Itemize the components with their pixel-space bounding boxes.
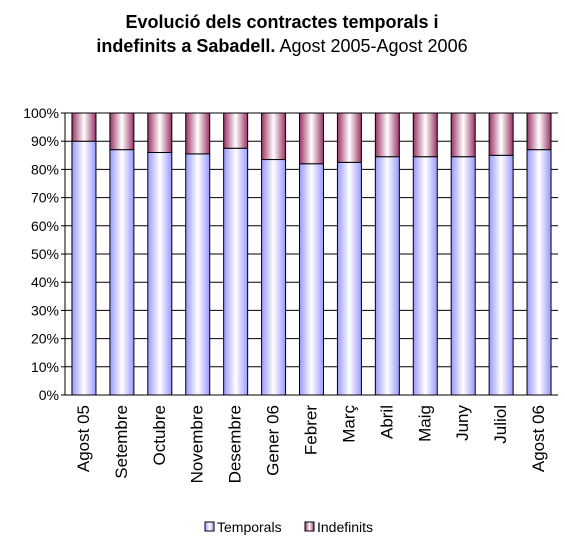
chart-title: Evolució dels contractes temporals i ind… [96,12,439,56]
chart-subtitle: Agost 2005-Agost 2006 [279,36,468,56]
bar-segment [299,112,324,165]
bar-segment [71,140,97,396]
bar-segment [488,154,514,396]
x-tick-label: Agost 06 [529,405,548,472]
x-tick-label: Març [339,405,358,443]
bar-segment [71,112,97,142]
bar-segment [488,112,514,156]
chart-title-block: Evolució dels contractes temporals i ind… [92,10,472,58]
y-tick-label: 100% [23,105,59,121]
legend-label: Indefinits [317,519,373,535]
bar-segment [261,112,287,161]
bar-segment [450,112,476,158]
x-tick-label: Setembre [112,405,131,479]
bar-segment [223,147,249,396]
x-tick-label: Novembre [188,405,207,483]
x-tick-label: Febrer [302,405,321,455]
y-tick-label: 50% [31,246,59,262]
bar-segment [185,112,211,155]
bar-segment [412,112,438,158]
bar-segment [374,156,400,396]
y-tick-label: 60% [31,218,59,234]
x-tick-label: Gener 06 [264,405,283,476]
bar-segment [412,156,438,396]
bar-segment [223,112,249,149]
x-tick-label: Juliol [491,405,510,444]
bar-segment [526,112,552,151]
bar-segment [374,112,400,158]
x-tick-label: Maig [415,405,434,442]
y-tick-label: 20% [31,331,59,347]
y-tick-label: 10% [31,359,59,375]
bar-segment [299,163,324,396]
y-tick-label: 80% [31,161,59,177]
bar-segment [147,112,173,153]
y-tick-label: 40% [31,274,59,290]
x-tick-label: Octubre [150,405,169,465]
y-tick-label: 90% [31,133,59,149]
legend-swatch [304,521,315,532]
bar-segment [261,159,287,396]
bar-segment [336,112,362,163]
bar-segment [147,151,173,396]
legend-swatch [204,521,215,532]
y-tick-label: 70% [31,190,59,206]
bar-segment [336,161,362,396]
legend-label: Temporals [217,519,282,535]
y-tick-label: 0% [39,387,59,403]
bar-segment [109,149,135,396]
bar-segment [450,156,476,396]
bar-segment [185,153,211,396]
bar-segment [526,149,552,396]
x-tick-label: Juny [453,405,472,441]
x-tick-label: Agost 05 [74,405,93,472]
x-tick-label: Abril [377,405,396,439]
bar-segment [109,112,135,151]
y-tick-label: 30% [31,302,59,318]
x-tick-label: Desembre [226,405,245,483]
